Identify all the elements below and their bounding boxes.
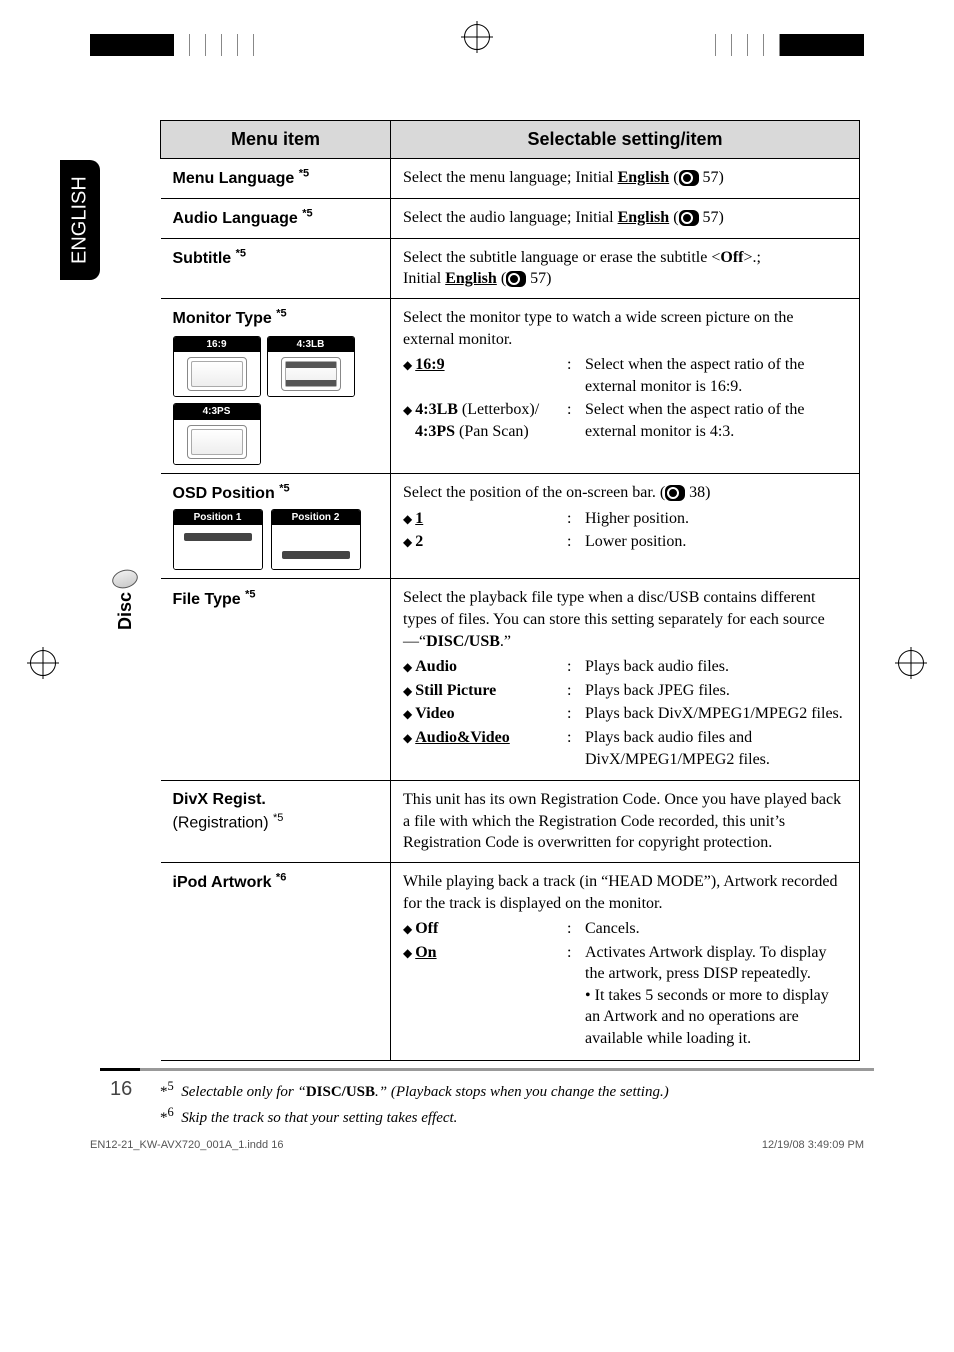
- page-ref-icon: [679, 170, 699, 186]
- file-type-title: File Type *5: [173, 591, 256, 608]
- thumb-position-1: Position 1: [173, 509, 263, 571]
- monitor-type-desc: Select the monitor type to watch a wide …: [391, 299, 860, 474]
- row-file-type: File Type *5 Select the playback file ty…: [161, 579, 860, 781]
- row-audio-language: Audio Language *5 Select the audio langu…: [161, 198, 860, 238]
- footnotes: *5 Selectable only for “DISC/USB.” (Play…: [160, 1079, 864, 1127]
- thumb-4-3ps: 4:3PS: [173, 403, 261, 465]
- monitor-thumbs: 16:9 4:3LB 4:3PS: [173, 336, 379, 465]
- crop-marks-top: [0, 28, 954, 68]
- footnote-6: *6 Skip the track so that your setting t…: [160, 1105, 864, 1127]
- disc-icon: [110, 567, 140, 591]
- ipod-artwork-desc: While playing back a track (in “HEAD MOD…: [391, 862, 860, 1060]
- row-osd-position: OSD Position *5 Position 1 Position 2 Se…: [161, 473, 860, 578]
- row-subtitle: Subtitle *5 Select the subtitle language…: [161, 238, 860, 298]
- row-ipod-artwork: iPod Artwork *6 While playing back a tra…: [161, 862, 860, 1060]
- language-tab: ENGLISH: [60, 160, 100, 280]
- page-ref-icon: [665, 485, 685, 501]
- print-timestamp: 12/19/08 3:49:09 PM: [762, 1139, 864, 1151]
- disc-section-text: Disc: [115, 592, 136, 630]
- page-ref-icon: [679, 210, 699, 226]
- osd-thumbs: Position 1 Position 2: [173, 509, 379, 571]
- col-selectable: Selectable setting/item: [391, 121, 860, 159]
- file-type-desc: Select the playback file type when a dis…: [391, 579, 860, 781]
- footnote-5: *5 Selectable only for “DISC/USB.” (Play…: [160, 1079, 864, 1101]
- divx-desc: This unit has its own Registration Code.…: [391, 781, 860, 863]
- row-divx-regist: DivX Regist. (Registration) *5 This unit…: [161, 781, 860, 863]
- col-menu-item: Menu item: [161, 121, 391, 159]
- page-ref-icon: [506, 271, 526, 287]
- thumb-16-9: 16:9: [173, 336, 261, 398]
- footer-rule: [100, 1068, 874, 1071]
- osd-position-title: OSD Position *5: [173, 485, 290, 502]
- subtitle-desc: Select the subtitle language or erase th…: [391, 238, 860, 298]
- audio-language-desc: Select the audio language; Initial Engli…: [391, 198, 860, 238]
- thumb-position-2: Position 2: [271, 509, 361, 571]
- row-monitor-type: Monitor Type *5 16:9 4:3LB 4:3PS Select …: [161, 299, 860, 474]
- print-file: EN12-21_KW-AVX720_001A_1.indd 16: [90, 1139, 283, 1151]
- osd-position-desc: Select the position of the on-screen bar…: [391, 473, 860, 578]
- thumb-4-3lb: 4:3LB: [267, 336, 355, 398]
- register-left-icon: [30, 650, 56, 676]
- page-number: 16: [110, 1078, 132, 1101]
- divx-title: DivX Regist.: [173, 789, 379, 811]
- settings-table: Menu item Selectable setting/item Menu L…: [160, 120, 860, 1061]
- print-meta: EN12-21_KW-AVX720_001A_1.indd 16 12/19/0…: [90, 1139, 864, 1151]
- register-right-icon: [898, 650, 924, 676]
- divx-subtitle: (Registration) *5: [173, 811, 379, 834]
- menu-language-desc: Select the menu language; Initial Englis…: [391, 159, 860, 199]
- subtitle-title: Subtitle *5: [173, 250, 247, 267]
- menu-language-title: Menu Language *5: [173, 170, 310, 187]
- audio-language-title: Audio Language *5: [173, 210, 313, 227]
- ipod-artwork-title: iPod Artwork *6: [173, 874, 287, 891]
- monitor-type-title: Monitor Type *5: [173, 310, 287, 327]
- disc-section-label: Disc: [112, 570, 138, 630]
- row-menu-language: Menu Language *5 Select the menu languag…: [161, 159, 860, 199]
